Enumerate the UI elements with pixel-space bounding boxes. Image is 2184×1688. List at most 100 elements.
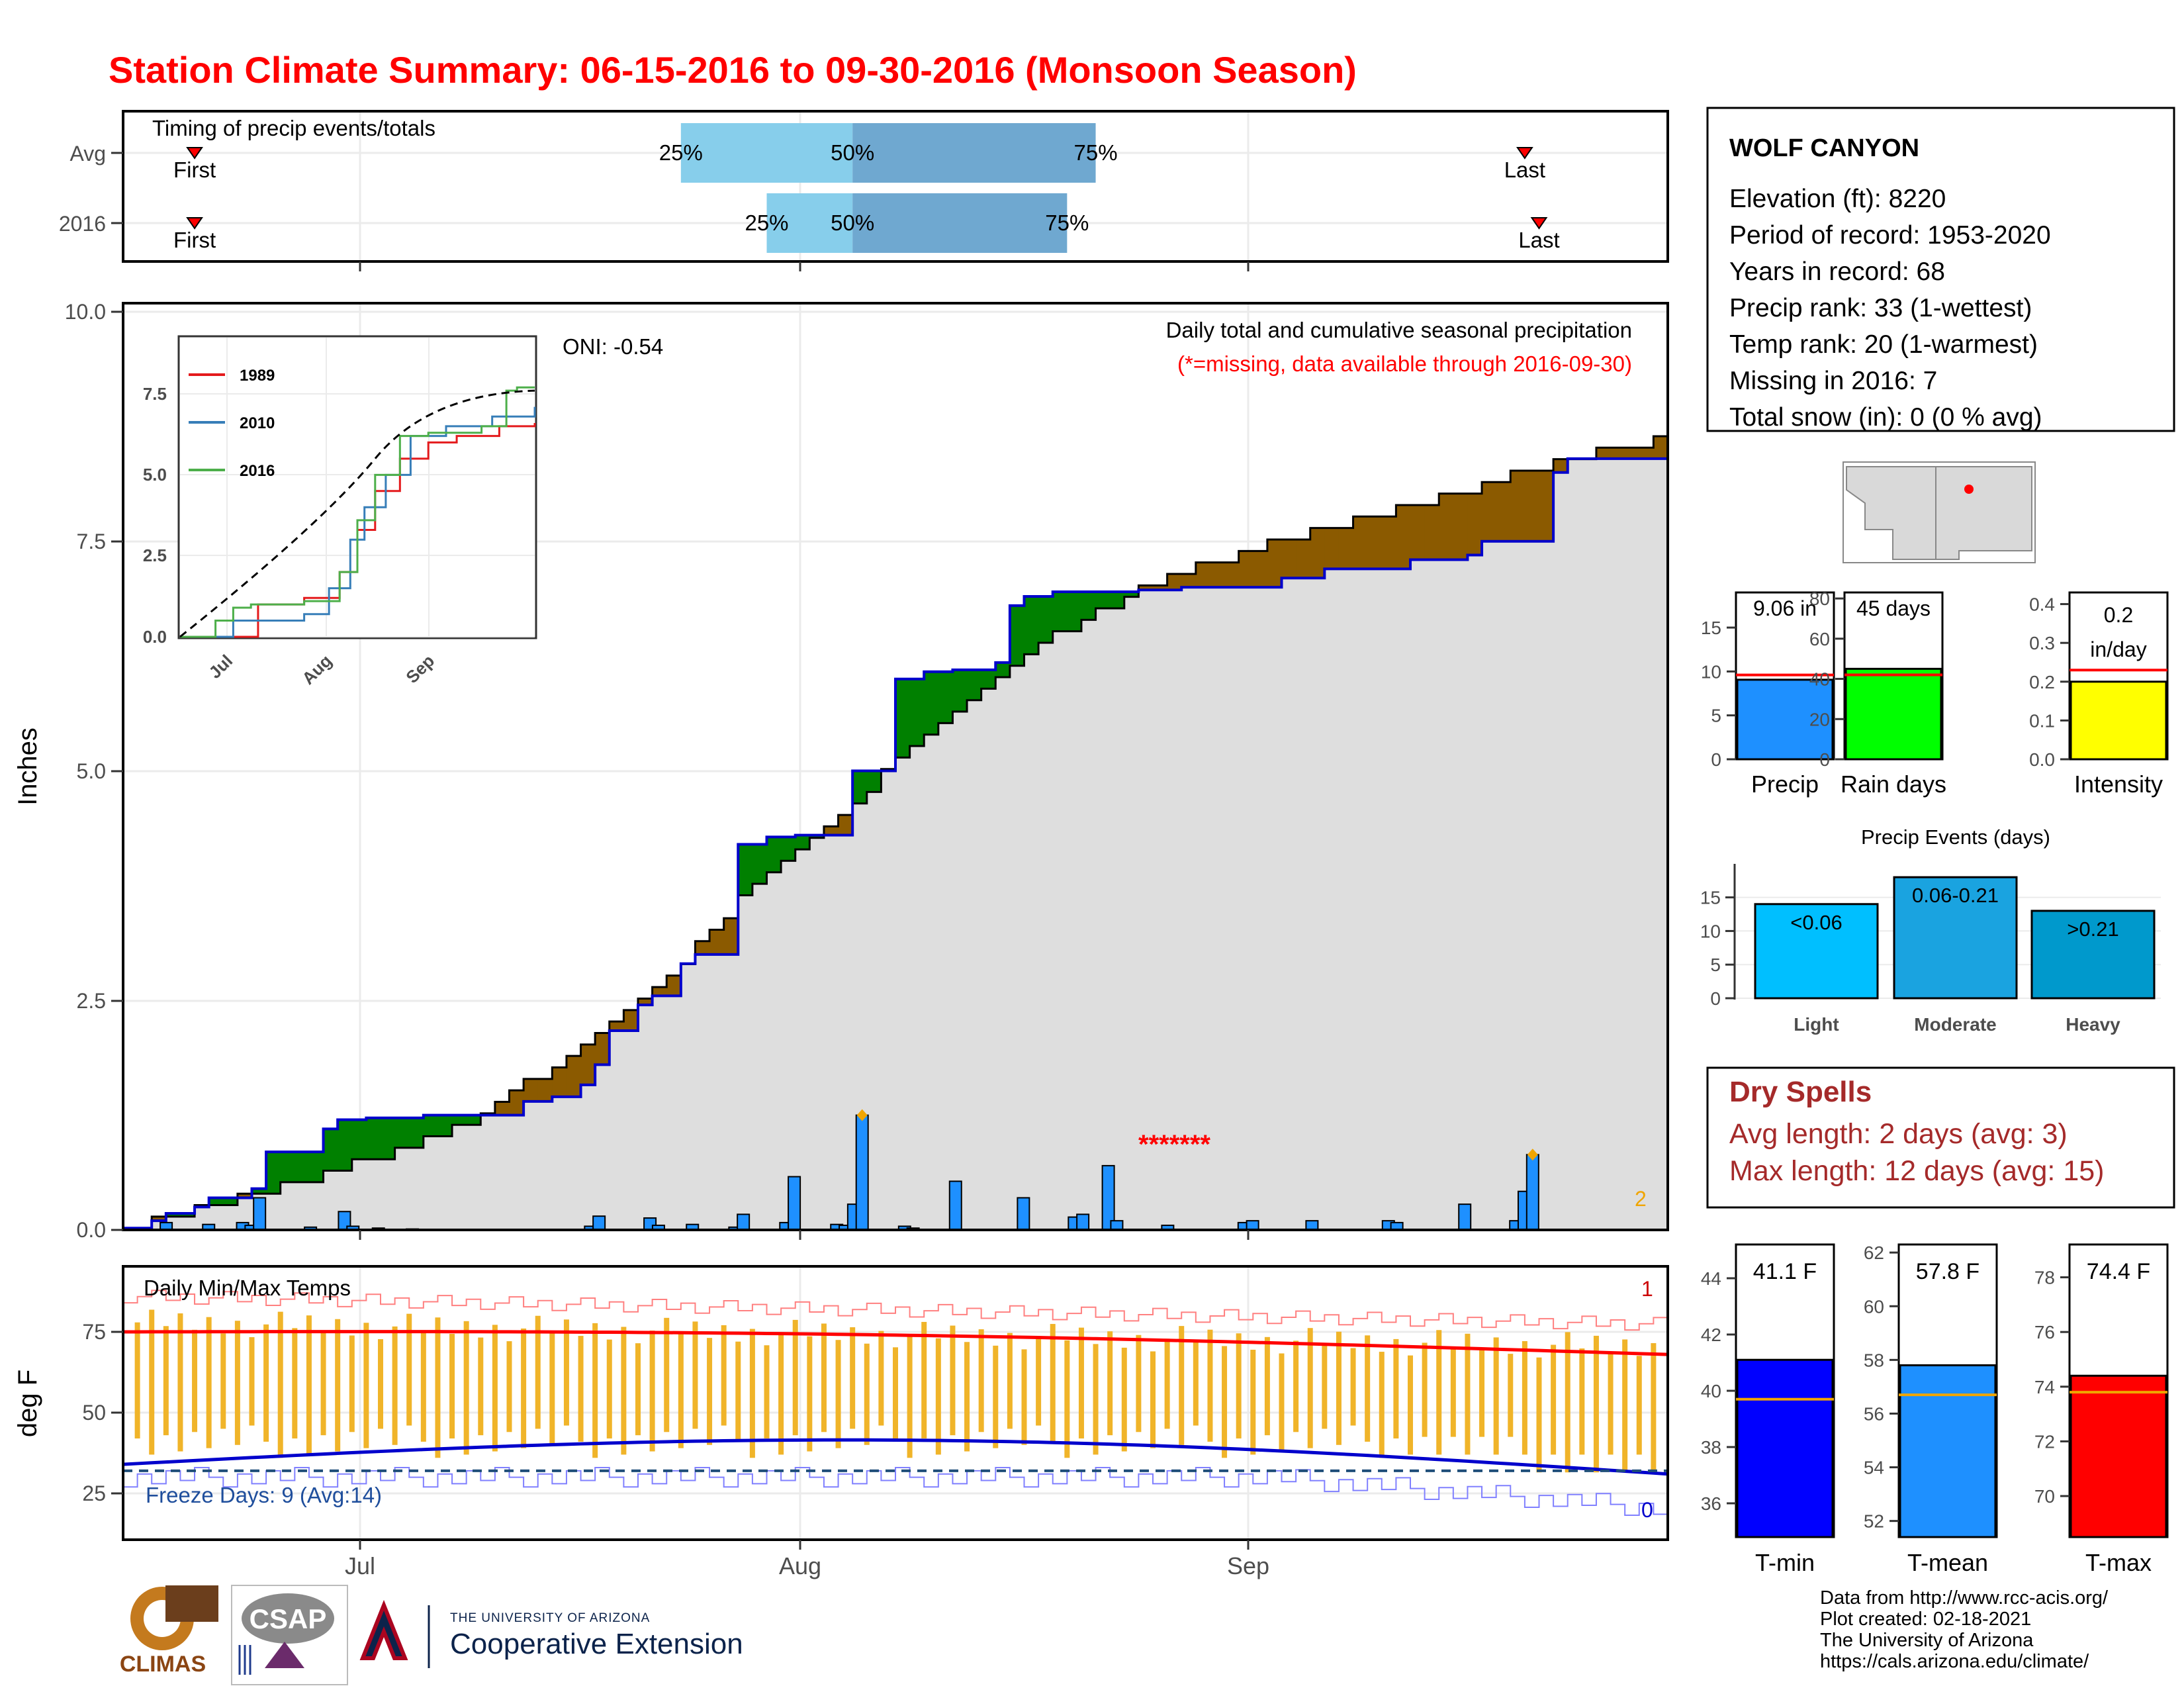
daily-temp-bar [893, 1347, 898, 1442]
inset-ytick: 2.5 [143, 545, 167, 565]
daily-temp-bar [649, 1330, 655, 1452]
first-event-marker [186, 217, 203, 230]
temp-summary-ytick: 62 [1864, 1243, 1884, 1263]
summary-ytick: 10 [1701, 661, 1721, 682]
inset-legend-2010: 2010 [240, 414, 275, 432]
daily-temp-bar [606, 1339, 612, 1439]
deficit-band [1424, 504, 1439, 560]
avg-cumulative-line [123, 435, 1668, 1229]
daily-temp-bar [1393, 1338, 1399, 1439]
daily-temp-bar [1651, 1343, 1657, 1473]
event-bar-label: <0.06 [1790, 911, 1842, 934]
excess-band [323, 1129, 338, 1171]
deficit-band [1338, 528, 1354, 569]
daily-temp-bar [1336, 1331, 1342, 1445]
deficit-band [509, 1090, 524, 1115]
deficit-band [1224, 562, 1240, 588]
deficit-band [609, 1021, 624, 1031]
precip-ytick: 7.5 [77, 530, 106, 553]
deficit-band [1510, 470, 1525, 541]
daily-temp-bar [950, 1325, 956, 1436]
daily-temp-bar [749, 1329, 755, 1458]
daily-temp-bar [378, 1339, 383, 1429]
timing-iqr-low [766, 193, 853, 253]
excess-band [752, 844, 767, 884]
excess-band [180, 1213, 195, 1217]
event-bar [2030, 910, 2156, 1000]
daily-temp-bar [1293, 1340, 1299, 1432]
deficit-band [623, 1009, 639, 1031]
locator-map [1843, 461, 2036, 563]
daily-temp-bar [1365, 1335, 1371, 1442]
temp-summary-ytick: 42 [1701, 1325, 1721, 1345]
daily-temp-bar [1350, 1348, 1356, 1426]
deficit-band [1467, 493, 1482, 555]
daily-temp-bar [249, 1336, 255, 1426]
deficit-band [1453, 493, 1468, 560]
timing-row-label-avg: Avg [69, 142, 106, 165]
timing-row-label-2016: 2016 [59, 212, 106, 236]
timing-label: Timing of precip events/totals [152, 116, 435, 140]
footer-credits: Data from http://www.rcc-acis.org/ Plot … [1820, 1587, 2109, 1672]
first-event-label: First [173, 158, 216, 182]
daily-temp-bar [621, 1327, 627, 1455]
daily-temp-bar [1622, 1339, 1628, 1473]
first-event-label: First [173, 228, 216, 252]
deficit-band [838, 815, 853, 835]
daily-precip-bar [1110, 1220, 1124, 1231]
temp-value-label: 74.4 F [2087, 1259, 2150, 1284]
daily-temp-bar [1522, 1340, 1527, 1455]
summary-ytick: 0.3 [2029, 633, 2055, 653]
deficit-band [1153, 585, 1168, 590]
xtick-sep: Sep [1227, 1552, 1269, 1579]
daily-temp-bar [1408, 1355, 1413, 1455]
excess-band [381, 1117, 396, 1160]
temp-summary-ytick: 76 [2034, 1322, 2055, 1342]
timing-p50-label: 50% [831, 140, 874, 165]
daily-temp-bar [1207, 1329, 1213, 1442]
excess-band [952, 669, 968, 712]
daily-temp-bar [1250, 1349, 1256, 1455]
excess-band [1124, 592, 1139, 597]
deficit-band [652, 987, 667, 996]
cumulative-area [123, 458, 1668, 1231]
daily-temp-bar [220, 1333, 226, 1429]
deficit-band [823, 826, 839, 835]
excess-band [1095, 592, 1111, 609]
freeze-days: Freeze Days: 9 (Avg:14) [146, 1483, 382, 1507]
precip-ytick: 5.0 [77, 759, 106, 783]
deficit-band [1296, 539, 1311, 579]
temp-series [122, 1289, 1668, 1516]
deficit-band [566, 1056, 582, 1097]
daily-precip-bar [592, 1215, 606, 1231]
deficit-band [1553, 459, 1569, 473]
daily-temp-bar [1150, 1351, 1156, 1448]
excess-band [795, 835, 810, 850]
station-line: Elevation (ft): 8220 [1729, 185, 1946, 213]
daily-temp-bar [292, 1328, 298, 1439]
deficit-band [1439, 493, 1454, 560]
precip-ylabel: Inches [13, 727, 42, 806]
inset-chart: 0.0 2.5 5.0 7.5 Jul Aug Sep 1989 2010 20… [143, 335, 537, 688]
event-bar-label: 0.06-0.21 [1912, 884, 1999, 907]
daily-temp-bar [363, 1323, 369, 1448]
station-name: WOLF CANYON [1729, 134, 1919, 162]
daily-temp-bar [1322, 1344, 1328, 1429]
excess-band [409, 1117, 424, 1148]
timing-rows: 25% 50% 75% First Last 25% 50% 75% First Last [173, 123, 1560, 253]
deficit-band [1396, 504, 1411, 569]
climas-logo: CLIMAS [120, 1585, 218, 1677]
daily-temp-bar [1078, 1327, 1084, 1439]
summary-bar [2070, 680, 2167, 761]
temp-ytick: 50 [82, 1401, 106, 1425]
deficit-band [1138, 585, 1154, 590]
excess-band [1038, 596, 1054, 643]
temp-summary-ytick: 38 [1701, 1437, 1721, 1458]
temp-bar-name: T-min [1755, 1549, 1815, 1576]
daily-temp-bar [1107, 1331, 1113, 1436]
daily-temp-bar [692, 1321, 698, 1429]
daily-temp-bar [1064, 1340, 1070, 1458]
station-info-box: WOLF CANYON Elevation (ft): 8220 Period … [1706, 107, 2175, 432]
daily-temp-bar [521, 1328, 527, 1448]
